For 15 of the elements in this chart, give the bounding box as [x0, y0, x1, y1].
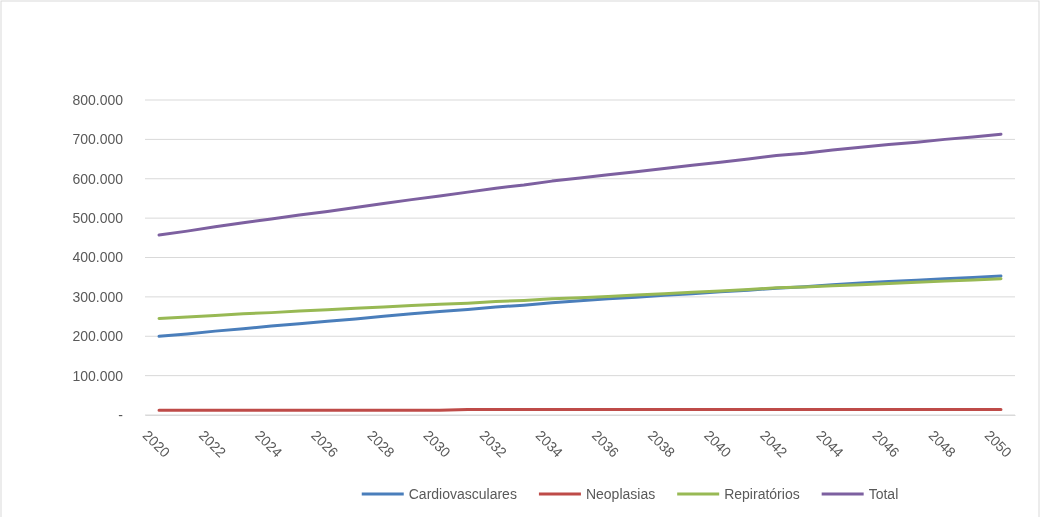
line-series: [157, 132, 1003, 237]
line-series: [157, 277, 1003, 321]
y-tick-label: 400.000: [72, 249, 124, 266]
y-tick-label: 200.000: [72, 328, 124, 345]
legend-label: Neoplasias: [585, 486, 656, 502]
legend-label: Total: [868, 486, 899, 502]
legend-label: Cardiovasculares: [408, 486, 517, 502]
y-tick-label: -: [118, 406, 124, 423]
y-tick-label: 700.000: [72, 131, 124, 148]
y-tick-label: 300.000: [72, 288, 124, 305]
y-tick-label: 500.000: [72, 210, 124, 227]
y-tick-label: 100.000: [72, 367, 124, 384]
y-tick-label: 800.000: [72, 91, 124, 108]
y-tick-label: 600.000: [72, 170, 124, 187]
legend-label: Repiratórios: [724, 486, 800, 502]
